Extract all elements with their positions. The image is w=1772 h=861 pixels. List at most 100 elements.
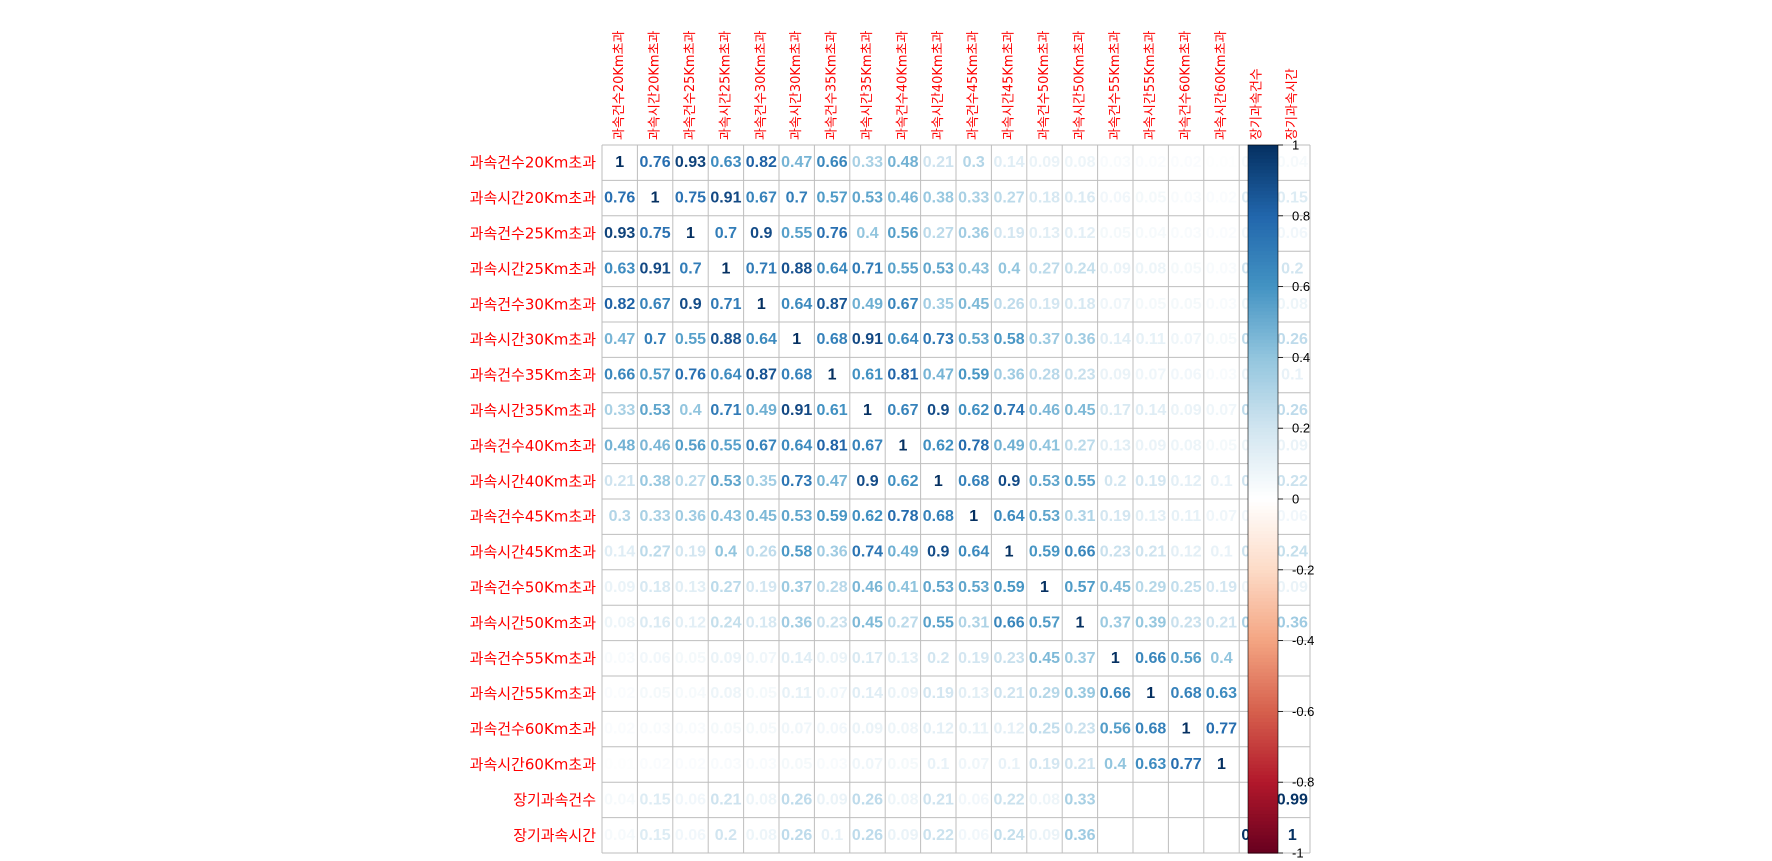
corr-value-cell: 0.63 [1206, 685, 1237, 702]
row-label: 과속건수60Km초과 [470, 720, 597, 738]
corr-value-cell: 0.26 [781, 827, 812, 844]
corr-value-cell: 0.41 [1029, 437, 1060, 454]
corr-value-cell: 0.39 [1064, 685, 1095, 702]
corr-value-cell: 0.02 [675, 756, 706, 773]
colorbar-segment [1248, 831, 1278, 836]
corr-value-cell: 0.64 [887, 331, 918, 348]
colorbar-tick-label: -0.6 [1292, 704, 1314, 719]
corr-value-cell: 0.05 [887, 756, 918, 773]
colorbar-tick-label: 1 [1292, 138, 1299, 153]
colorbar-segment [1248, 658, 1278, 663]
corr-value-cell: 0.56 [1100, 721, 1131, 738]
colorbar-segment [1248, 417, 1278, 422]
colorbar-segment [1248, 357, 1278, 362]
corr-value-cell: 0.03 [710, 756, 741, 773]
corr-value-cell: 0.23 [1064, 721, 1095, 738]
corr-value-cell: 0.3 [963, 154, 985, 171]
corr-value-cell: 0.63 [604, 260, 635, 277]
corr-value-cell: 1 [1111, 650, 1120, 667]
colorbar-segment [1248, 470, 1278, 475]
colorbar-segment [1248, 240, 1278, 245]
corr-value-cell: 0.55 [710, 437, 741, 454]
colorbar-segment [1248, 145, 1278, 150]
colorbar-segment [1248, 438, 1278, 443]
colorbar-segment [1248, 803, 1278, 808]
column-label: 과속건수35Km초과 [825, 30, 840, 140]
corr-value-cell: 0.26 [1277, 331, 1308, 348]
corr-value-cell: 0.62 [958, 402, 989, 419]
corr-value-cell: 1 [721, 260, 730, 277]
corr-value-cell: 0.49 [746, 402, 777, 419]
corr-value-cell: 0.46 [640, 437, 671, 454]
corr-value-cell: 0.21 [1064, 756, 1095, 773]
colorbar-segment [1248, 587, 1278, 592]
corr-value-cell: 0.19 [1029, 296, 1060, 313]
colorbar-segment [1248, 608, 1278, 613]
colorbar-segment [1248, 817, 1278, 822]
corr-value-cell: 0.77 [1171, 756, 1202, 773]
corr-value-cell: 0.45 [746, 508, 777, 525]
corr-value-cell: 0.55 [923, 614, 954, 631]
colorbar-segment [1248, 722, 1278, 727]
corr-value-cell: 1 [686, 225, 695, 242]
corr-value-cell: 0.09 [1100, 367, 1131, 384]
colorbar-segment [1248, 704, 1278, 709]
colorbar-segment [1248, 775, 1278, 780]
colorbar-segment [1248, 442, 1278, 447]
corr-value-cell: 0.36 [781, 614, 812, 631]
corr-value-cell: 0.19 [1029, 756, 1060, 773]
corr-value-cell: 0.19 [1100, 508, 1131, 525]
corr-value-cell: 0.17 [1100, 402, 1131, 419]
row-label: 과속시간35Km초과 [470, 402, 597, 420]
row-label: 과속건수50Km초과 [470, 579, 597, 597]
colorbar-segment [1248, 283, 1278, 288]
corr-value-cell: 0.11 [1171, 508, 1201, 525]
corr-value-cell: 1 [1182, 721, 1191, 738]
colorbar-segment [1248, 215, 1278, 220]
colorbar-segment [1248, 304, 1278, 309]
colorbar-segment [1248, 261, 1278, 266]
corr-value-cell: 0.07 [1100, 296, 1131, 313]
colorbar-segment [1248, 814, 1278, 819]
corr-value-cell: 0.67 [746, 190, 777, 207]
column-label: 과속건수20Km초과 [612, 30, 627, 140]
corr-value-cell: 0.03 [1206, 367, 1237, 384]
corr-value-cell: 0.06 [817, 721, 848, 738]
corr-value-cell: 0.7 [715, 225, 737, 242]
colorbar-segment [1248, 729, 1278, 734]
corr-value-cell: 0.66 [817, 154, 848, 171]
corr-value-cell: 0.45 [958, 296, 989, 313]
colorbar-tick-label: 0.4 [1292, 350, 1310, 365]
colorbar-segment [1248, 520, 1278, 525]
corr-value-cell: 0.21 [710, 791, 741, 808]
corr-value-cell: 0.21 [923, 791, 954, 808]
corr-value-cell: 0.62 [852, 508, 883, 525]
corr-value-cell: 0.63 [1135, 756, 1166, 773]
corr-value-cell: 0.05 [1206, 437, 1237, 454]
corr-value-cell: 0.19 [1135, 473, 1166, 490]
colorbar-tick-label: -0.8 [1292, 775, 1314, 790]
row-label: 과속건수55Km초과 [470, 649, 597, 667]
colorbar-segment [1248, 339, 1278, 344]
corr-value-cell: 0.16 [640, 614, 671, 631]
corr-value-cell: 0.2 [715, 827, 737, 844]
colorbar-segment [1248, 534, 1278, 539]
colorbar-segment [1248, 477, 1278, 482]
colorbar-segment [1248, 353, 1278, 358]
colorbar-segment [1248, 506, 1278, 511]
colorbar-segment [1248, 555, 1278, 560]
column-label: 과속건수60Km초과 [1179, 30, 1194, 140]
corr-value-cell: 0.56 [1171, 650, 1202, 667]
colorbar-tick-label: -0.4 [1292, 633, 1314, 648]
corr-value-cell: 0.25 [1171, 579, 1202, 596]
corr-value-cell: 0.09 [852, 721, 883, 738]
colorbar-segment [1248, 336, 1278, 341]
corr-value-cell: 0.26 [852, 827, 883, 844]
corr-value-cell: 0.19 [675, 544, 706, 561]
corr-value-cell: 0.1 [821, 827, 843, 844]
colorbar-segment [1248, 382, 1278, 387]
corr-value-cell: 0.47 [817, 473, 848, 490]
corr-value-cell: 0.21 [923, 154, 954, 171]
colorbar-segment [1248, 297, 1278, 302]
corr-value-cell: 0.7 [644, 331, 666, 348]
